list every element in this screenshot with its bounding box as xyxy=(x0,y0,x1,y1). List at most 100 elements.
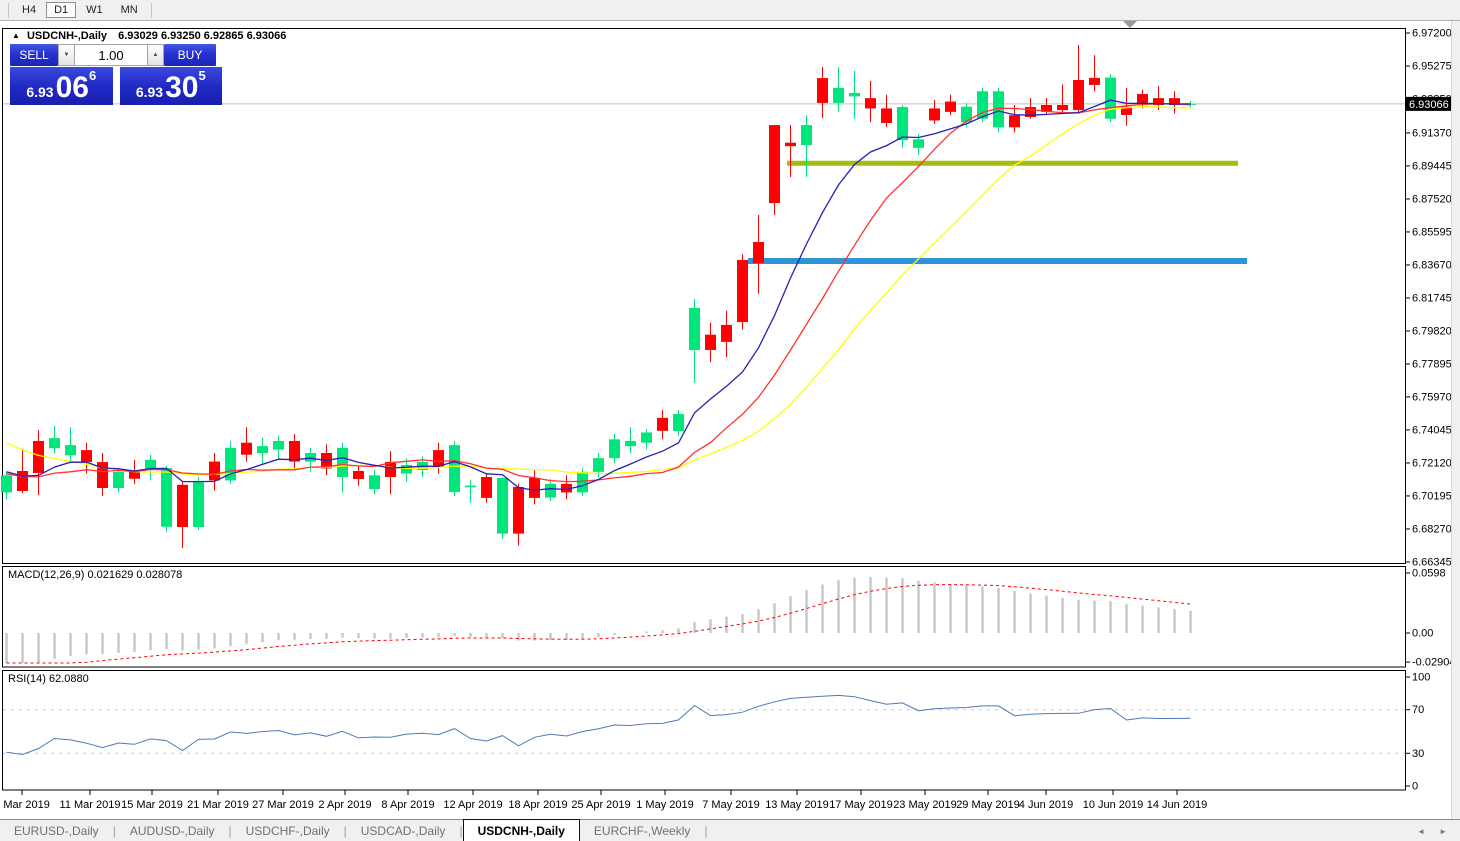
price-tick-label: 6.72120 xyxy=(1412,457,1452,469)
window-right-strip xyxy=(1451,0,1460,841)
chart-title: ▲ USDCNH-,Daily 6.93029 6.93250 6.92865 … xyxy=(12,30,286,42)
candle xyxy=(625,427,636,454)
price-tick-label: 6.68270 xyxy=(1412,523,1452,535)
rsi-axis-label: 100 xyxy=(1412,672,1430,684)
date-tick-label: 11 Mar 2019 xyxy=(60,799,121,811)
candle xyxy=(737,254,748,330)
candle xyxy=(897,105,908,148)
candle xyxy=(529,470,540,505)
tab-eurusd-daily[interactable]: EURUSD-,Daily xyxy=(14,824,99,838)
candle xyxy=(1169,91,1180,114)
tab-separator: | xyxy=(228,824,232,838)
date-tick-label: 15 Mar 2019 xyxy=(121,799,183,811)
candle xyxy=(657,410,668,440)
candle xyxy=(849,70,860,119)
date-tick-label: 12 Apr 2019 xyxy=(443,799,502,811)
tab-usdchf-daily[interactable]: USDCHF-,Daily xyxy=(245,824,330,838)
candle xyxy=(561,475,572,500)
price-tick-label: 6.66345 xyxy=(1412,556,1452,568)
current-price-tag-label: 6.93066 xyxy=(1409,99,1449,111)
timeframe-mn-button[interactable]: MN xyxy=(120,4,138,16)
candle xyxy=(113,468,124,493)
chart-shift-marker-icon[interactable] xyxy=(1123,21,1137,28)
price-tick-label: 6.97200 xyxy=(1412,28,1452,40)
ask-price-sup: 5 xyxy=(198,68,206,83)
tab-usdcad-daily[interactable]: USDCAD-,Daily xyxy=(360,824,446,838)
date-tick-label: 18 Apr 2019 xyxy=(508,799,567,811)
bid-price-small: 6.93 xyxy=(26,84,54,100)
date-tick-label: 25 Apr 2019 xyxy=(571,799,630,811)
candle xyxy=(641,429,652,450)
timeframe-h4-button[interactable]: H4 xyxy=(22,4,37,16)
scroll-left-icon[interactable]: ◄ xyxy=(1417,826,1426,836)
scroll-right-icon[interactable]: ► xyxy=(1439,826,1447,836)
price-tick-label: 6.77895 xyxy=(1412,358,1452,370)
buy-button[interactable]: BUY xyxy=(164,44,216,66)
tab-scroll-buttons: ◄ ► xyxy=(1410,820,1460,841)
macd-label: MACD(12,26,9) 0.021629 0.028078 xyxy=(8,569,182,581)
date-tick-label: 17 May 2019 xyxy=(829,799,893,811)
candle xyxy=(241,427,252,462)
volume-increase-button[interactable]: ▲ xyxy=(147,44,164,66)
tab-eurchf-weekly[interactable]: EURCHF-,Weekly xyxy=(593,824,691,838)
date-tick-label: 7 May 2019 xyxy=(702,799,759,811)
sell-button[interactable]: SELL xyxy=(10,44,58,66)
candle xyxy=(33,430,44,496)
macd-name: MACD(12,26,9) xyxy=(8,569,85,581)
candle xyxy=(369,470,380,495)
candle xyxy=(673,410,684,436)
one-click-trading-panel: SELL ▼ ▲ BUY 6.93 06 6 6.93 30 5 xyxy=(10,44,222,105)
price-tick-label: 6.79820 xyxy=(1412,325,1452,337)
candle xyxy=(1121,87,1132,126)
tab-separator: | xyxy=(459,824,463,838)
candle xyxy=(945,94,956,116)
rsi-axis-label: 0 xyxy=(1412,781,1418,793)
ma-fast-blue xyxy=(6,99,1191,491)
candle xyxy=(1153,86,1164,111)
price-tick-label: 6.87520 xyxy=(1412,193,1452,205)
candle xyxy=(833,67,844,112)
candle xyxy=(97,453,108,496)
candle xyxy=(1137,89,1148,109)
volume-decrease-button[interactable]: ▼ xyxy=(58,44,75,66)
candle xyxy=(289,434,300,469)
ask-price-small: 6.93 xyxy=(135,84,164,100)
candle xyxy=(817,66,828,119)
tab-usdcnh-daily[interactable]: USDCNH-,Daily xyxy=(462,819,580,841)
date-tick-label: 21 Mar 2019 xyxy=(187,799,249,811)
buy-price-button[interactable]: 6.93 30 5 xyxy=(119,67,222,105)
candle xyxy=(881,94,892,128)
date-tick-label: 5 Mar 2019 xyxy=(0,799,50,811)
price-tick-label: 6.95275 xyxy=(1412,61,1452,73)
tab-separator: | xyxy=(704,824,708,838)
macd-axis-label: 0.0598 xyxy=(1412,568,1446,580)
candle xyxy=(1009,105,1020,133)
tab-audusd-daily[interactable]: AUDUSD-,Daily xyxy=(129,824,215,838)
tab-separator: | xyxy=(112,824,116,838)
symbol-collapse-icon[interactable]: ▲ xyxy=(12,31,20,40)
tab-separator: | xyxy=(343,824,347,838)
candle xyxy=(385,451,396,495)
ask-price-big: 30 xyxy=(165,71,199,104)
sell-price-button[interactable]: 6.93 06 6 xyxy=(10,67,113,105)
price-tick-label: 6.75970 xyxy=(1412,391,1452,403)
toolbar-separator xyxy=(150,2,152,18)
timeframe-d1-button[interactable]: D1 xyxy=(46,2,77,18)
timeframe-toolbar: H4 D1 W1 MN xyxy=(0,0,1460,21)
date-tick-label: 10 Jun 2019 xyxy=(1083,799,1144,811)
date-tick-label: 29 May 2019 xyxy=(956,799,1020,811)
candle xyxy=(465,480,476,503)
candle xyxy=(769,125,780,216)
candle xyxy=(785,125,796,178)
date-tick-label: 23 May 2019 xyxy=(893,799,957,811)
candle xyxy=(337,442,348,493)
symbol-tab-bar: EURUSD-,Daily | AUDUSD-,Daily | USDCHF-,Dail… xyxy=(0,819,1460,841)
candle xyxy=(609,434,620,464)
candle xyxy=(1105,74,1116,123)
candle xyxy=(497,477,508,539)
timeframe-w1-button[interactable]: W1 xyxy=(86,4,103,16)
volume-input[interactable] xyxy=(75,44,147,66)
date-tick-label: 1 May 2019 xyxy=(636,799,693,811)
candle xyxy=(193,477,204,531)
